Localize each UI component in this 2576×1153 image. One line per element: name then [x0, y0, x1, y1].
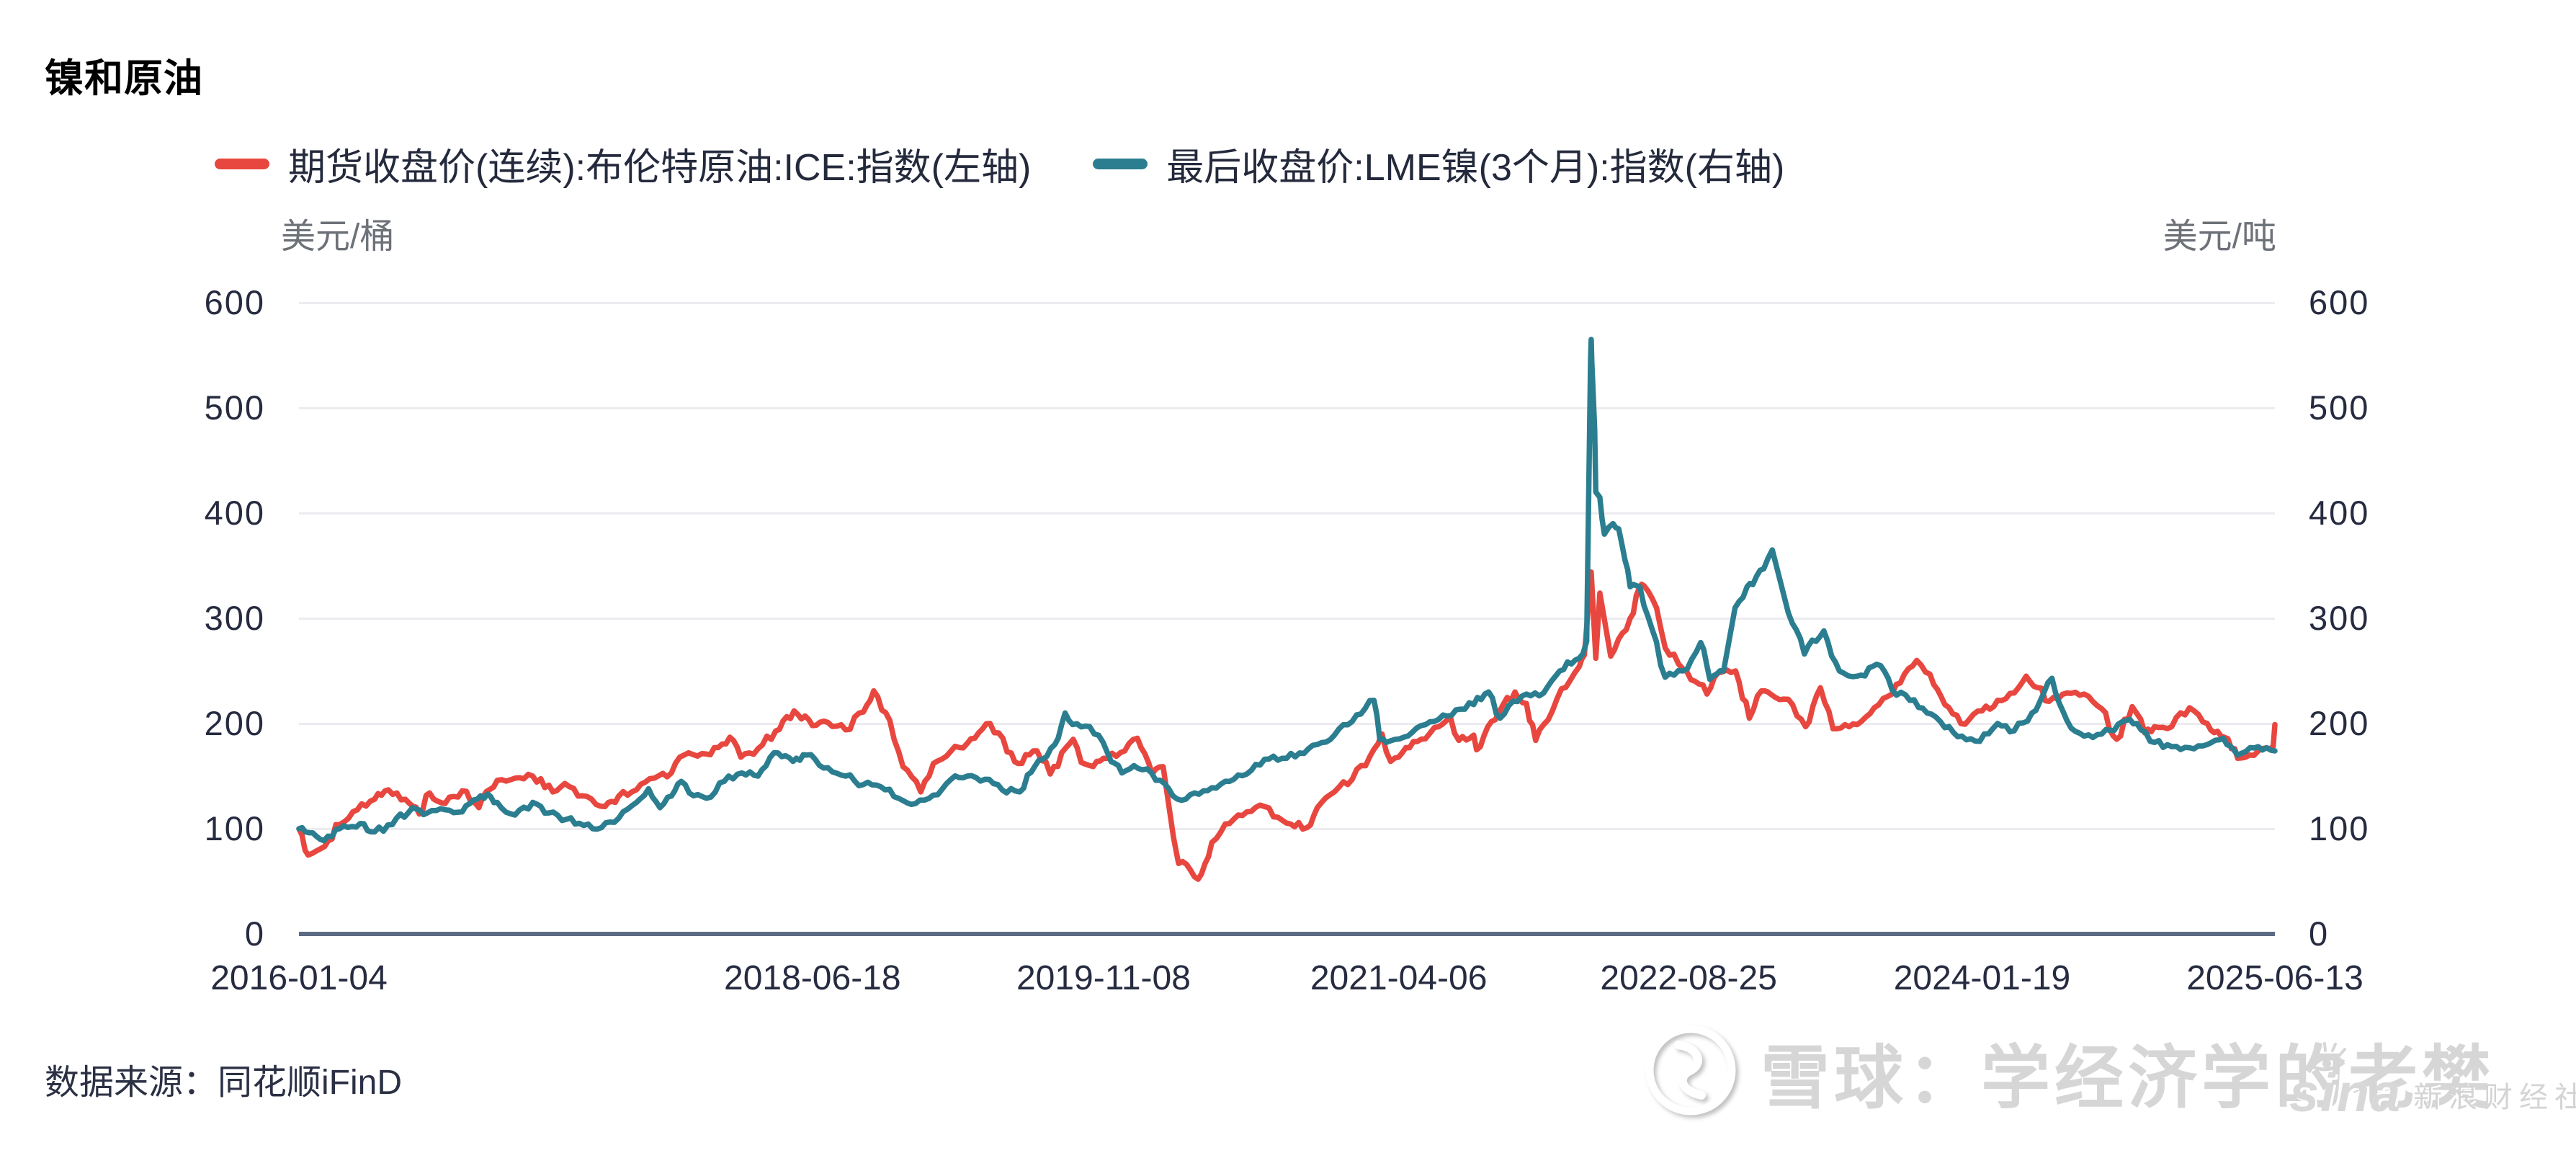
legend-marker-nickel-icon — [1093, 159, 1148, 169]
gridline-400 — [299, 512, 2275, 515]
right-axis-unit: 美元/吨 — [2163, 218, 2276, 256]
left-axis-unit: 美元/桶 — [281, 218, 395, 256]
legend-label-brent: 期货收盘价(连续):布伦特原油:ICE:指数(左轴) — [288, 147, 1032, 189]
gridline-600 — [299, 302, 2275, 304]
legend: 期货收盘价(连续):布伦特原油:ICE:指数(左轴) 最后收盘价:LME镍(3个… — [215, 137, 1784, 191]
y-tick-left-0: 0 — [244, 914, 265, 953]
legend-item-nickel: 最后收盘价:LME镍(3个月):指数(右轴) — [1093, 137, 1784, 191]
chart-title: 镍和原油 — [45, 57, 203, 100]
y-tick-left-400: 400 — [204, 494, 265, 532]
y-tick-left-100: 100 — [204, 809, 265, 847]
x-tick-2024-01-19: 2024-01-19 — [1893, 959, 2071, 997]
gridline-200 — [299, 723, 2275, 725]
x-tick-2025-06-13: 2025-06-13 — [2186, 959, 2363, 997]
y-tick-right-600: 600 — [2309, 283, 2370, 321]
y-tick-right-300: 300 — [2309, 599, 2370, 637]
gridline-500 — [299, 407, 2275, 409]
x-tick-2022-08-25: 2022-08-25 — [1600, 959, 1777, 997]
gridline-100 — [299, 828, 2275, 830]
y-tick-right-400: 400 — [2309, 494, 2370, 532]
gridline-300 — [299, 618, 2275, 620]
x-tick-2016-01-04: 2016-01-04 — [210, 959, 388, 997]
y-tick-left-200: 200 — [204, 704, 265, 742]
series-line-brent — [296, 569, 2278, 882]
x-axis-line — [299, 932, 2275, 936]
y-tick-left-300: 300 — [204, 599, 265, 637]
y-tick-right-100: 100 — [2309, 809, 2370, 847]
y-tick-right-200: 200 — [2309, 704, 2370, 742]
y-tick-left-500: 500 — [204, 388, 265, 427]
legend-label-nickel: 最后收盘价:LME镍(3个月):指数(右轴) — [1166, 147, 1785, 189]
y-tick-left-600: 600 — [204, 283, 265, 321]
x-tick-2019-11-08: 2019-11-08 — [1016, 959, 1191, 997]
y-tick-right-0: 0 — [2309, 914, 2330, 953]
y-tick-right-500: 500 — [2309, 388, 2370, 427]
x-tick-2021-04-06: 2021-04-06 — [1310, 959, 1488, 997]
series-line-nickel — [296, 337, 2278, 844]
legend-item-brent: 期货收盘价(连续):布伦特原油:ICE:指数(左轴) — [215, 137, 1031, 191]
data-source: 数据来源：同花顺iFinD — [45, 1064, 403, 1102]
x-tick-2018-06-18: 2018-06-18 — [724, 959, 901, 997]
legend-marker-brent-icon — [215, 159, 269, 169]
